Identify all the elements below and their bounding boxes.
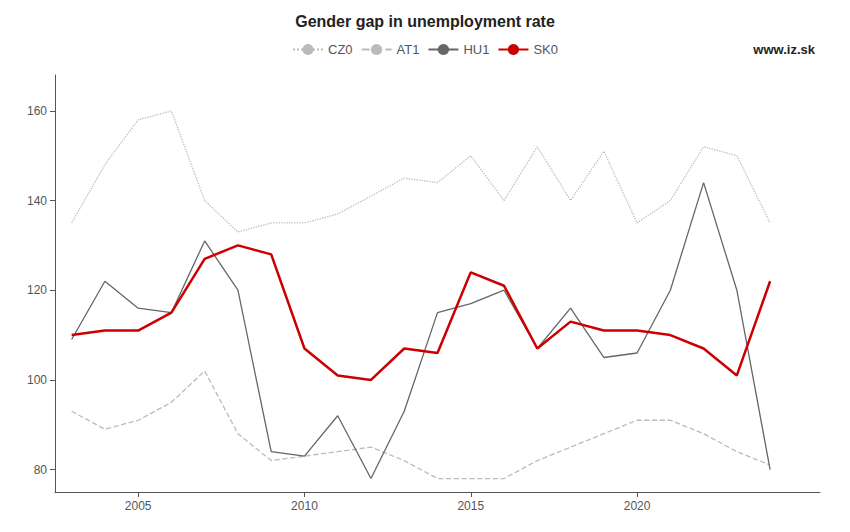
- svg-text:CZ0: CZ0: [328, 42, 353, 57]
- svg-text:www.iz.sk: www.iz.sk: [752, 42, 815, 57]
- svg-text:2020: 2020: [624, 499, 651, 513]
- svg-text:AT1: AT1: [397, 42, 420, 57]
- svg-text:2015: 2015: [457, 499, 484, 513]
- svg-text:160: 160: [27, 104, 47, 118]
- svg-text:100: 100: [27, 373, 47, 387]
- svg-text:Gender gap in unemployment rat: Gender gap in unemployment rate: [295, 13, 555, 30]
- svg-text:120: 120: [27, 283, 47, 297]
- svg-text:HU1: HU1: [463, 42, 489, 57]
- svg-text:2010: 2010: [291, 499, 318, 513]
- svg-text:140: 140: [27, 194, 47, 208]
- svg-text:SK0: SK0: [533, 42, 558, 57]
- svg-text:2005: 2005: [125, 499, 152, 513]
- svg-text:80: 80: [34, 463, 48, 477]
